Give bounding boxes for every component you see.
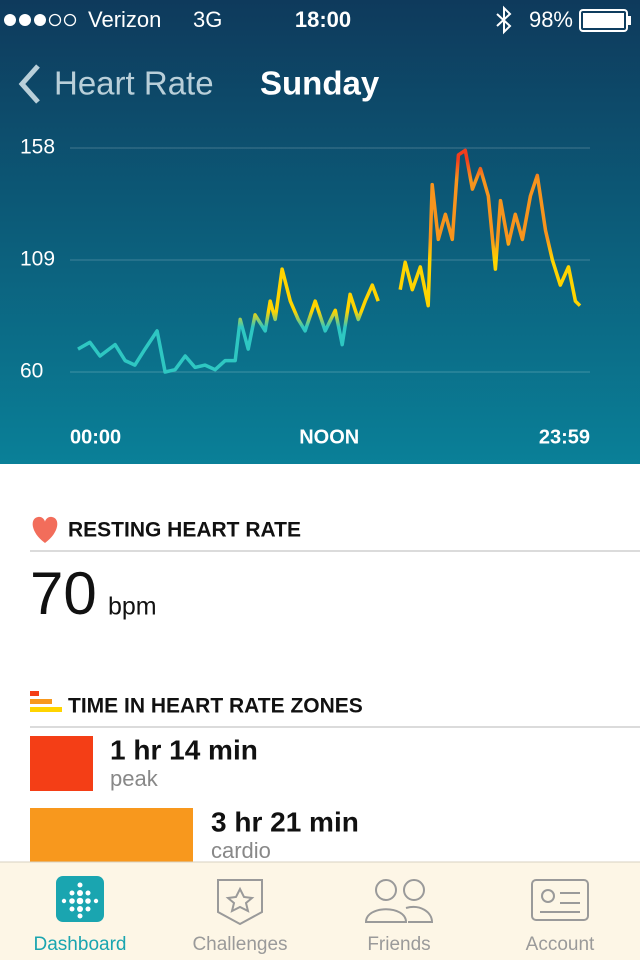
account-icon[interactable]	[531, 879, 589, 921]
tab-label[interactable]: Friends	[367, 934, 430, 955]
heart-icon	[32, 516, 58, 543]
y-tick-label: 109	[20, 248, 55, 271]
tab-label[interactable]: Dashboard	[34, 934, 127, 955]
battery-text: 98%	[529, 7, 573, 32]
zone-duration: 3 hr 21 min	[211, 806, 359, 837]
zone-bar	[30, 736, 93, 791]
nav-title: Sunday	[260, 65, 380, 102]
tab-label[interactable]: Account	[526, 934, 595, 955]
x-tick-label: 23:59	[539, 426, 590, 448]
y-tick-label: 60	[20, 360, 43, 383]
back-chevron[interactable]	[18, 64, 40, 104]
x-tick-label: NOON	[299, 426, 359, 448]
resting-value: 70	[30, 560, 97, 627]
back-button[interactable]: Heart Rate	[54, 65, 214, 102]
tab-label[interactable]: Challenges	[192, 934, 287, 955]
heart-rate-line	[77, 148, 582, 374]
section-title: RESTING HEART RATE	[68, 519, 301, 542]
network: 3G	[193, 7, 222, 32]
zone-bar	[30, 808, 193, 863]
dashboard-icon[interactable]	[56, 876, 104, 922]
resting-unit: bpm	[108, 593, 157, 621]
zone-duration: 1 hr 14 min	[110, 734, 258, 765]
challenges-icon[interactable]	[217, 879, 263, 926]
x-tick-label: 00:00	[70, 426, 121, 448]
carrier: Verizon	[88, 7, 161, 32]
zone-name: peak	[110, 766, 159, 791]
tab-bar	[0, 862, 640, 960]
section-title: TIME IN HEART RATE ZONES	[68, 695, 363, 718]
battery-icon	[579, 9, 631, 32]
friends-icon[interactable]	[364, 879, 434, 923]
zone-name: cardio	[211, 838, 271, 863]
signal-icon	[4, 13, 77, 27]
bluetooth-icon	[496, 5, 512, 35]
y-tick-label: 158	[20, 136, 55, 159]
zones-icon	[30, 691, 62, 712]
clock: 18:00	[295, 7, 351, 32]
header-bg	[0, 0, 640, 464]
